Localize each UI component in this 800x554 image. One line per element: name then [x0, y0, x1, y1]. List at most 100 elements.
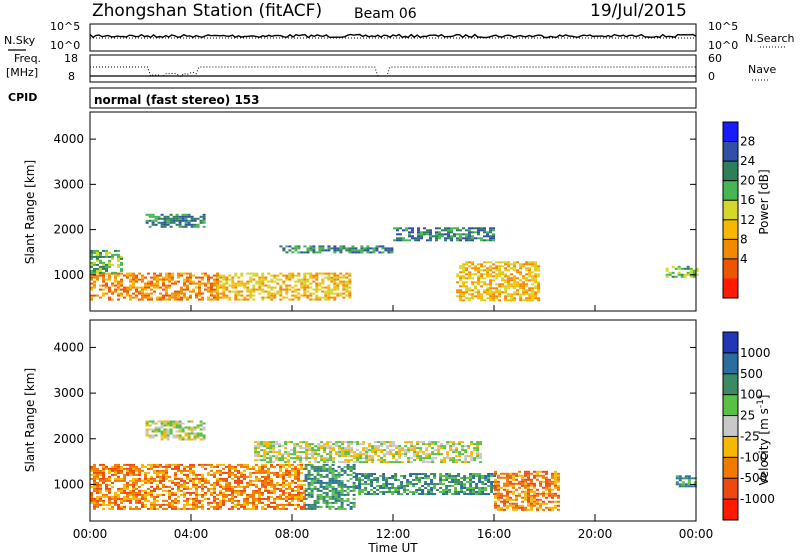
heatmap-cell — [425, 453, 429, 456]
heatmap-cell — [343, 493, 347, 496]
heatmap-cell — [278, 453, 282, 456]
heatmap-cell — [313, 467, 317, 470]
heatmap-cell — [120, 263, 123, 266]
heatmap-cell — [144, 491, 147, 494]
heatmap-cell — [114, 288, 117, 291]
heatmap-cell — [336, 249, 340, 252]
heatmap-cell — [163, 428, 167, 431]
heatmap-cell — [219, 274, 223, 277]
heatmap-cell — [210, 465, 213, 468]
heatmap-cell — [171, 505, 174, 508]
heatmap-cell — [138, 292, 141, 295]
heatmap-cell — [678, 479, 682, 482]
heatmap-cell — [261, 276, 265, 279]
heatmap-cell — [249, 483, 252, 486]
heatmap-cell — [530, 498, 533, 501]
heatmap-cell — [102, 495, 105, 498]
heatmap-cell — [195, 477, 198, 480]
heatmap-cell — [312, 249, 316, 252]
heatmap-cell — [96, 495, 99, 498]
heatmap-cell — [270, 463, 273, 466]
heatmap-cell — [255, 469, 258, 472]
heatmap-cell — [533, 492, 536, 495]
heatmap-cell — [527, 486, 530, 489]
heatmap-cell — [231, 485, 234, 488]
heatmap-cell — [299, 445, 303, 448]
heatmap-cell — [503, 504, 506, 507]
heatmap-cell — [195, 483, 198, 486]
heatmap-cell — [446, 453, 450, 456]
heatmap-cell — [410, 449, 414, 452]
heatmap-cell — [475, 491, 479, 493]
heatmap-cell — [199, 438, 203, 441]
heatmap-cell — [252, 278, 256, 281]
heatmap-cell — [332, 449, 336, 452]
heatmap-cell — [312, 245, 316, 248]
heatmap-cell — [186, 503, 189, 506]
heatmap-cell — [90, 473, 93, 476]
heatmap-cell — [151, 420, 155, 423]
heatmap-cell — [492, 267, 496, 270]
heatmap-cell — [695, 269, 699, 272]
heatmap-cell — [548, 506, 551, 509]
heatmap-cell — [132, 282, 135, 285]
heatmap-cell — [340, 505, 344, 508]
heatmap-cell — [129, 479, 132, 482]
heatmap-cell — [93, 469, 96, 472]
heatmap-cell — [246, 499, 249, 502]
heatmap-cell — [186, 469, 189, 472]
heatmap-cell — [219, 501, 222, 504]
heatmap-cell — [291, 272, 295, 275]
heatmap-cell — [515, 478, 518, 481]
heatmap-cell — [390, 249, 394, 252]
heatmap-cell — [413, 453, 417, 456]
heatmap-cell — [350, 441, 354, 444]
heatmap-cell — [216, 280, 220, 283]
heatmap-cell — [183, 495, 186, 498]
heatmap-cell — [135, 274, 138, 277]
heatmap-cell — [695, 267, 699, 270]
heatmap-cell — [108, 483, 111, 486]
heatmap-cell — [291, 294, 295, 297]
heatmap-cell — [323, 447, 327, 450]
heatmap-cell — [294, 503, 297, 506]
heatmap-cell — [306, 286, 310, 289]
heatmap-cell — [163, 225, 167, 228]
heatmap-cell — [366, 247, 370, 250]
heatmap-cell — [341, 453, 345, 456]
heatmap-cell — [288, 481, 291, 484]
heatmap-cell — [114, 491, 117, 494]
heatmap-cell — [273, 499, 276, 502]
heatmap-cell — [313, 501, 317, 504]
heatmap-cell — [192, 505, 195, 508]
heatmap-cell — [675, 477, 679, 480]
heatmap-cell — [165, 284, 168, 287]
heatmap-cell — [348, 296, 352, 299]
heatmap-cell — [456, 281, 460, 284]
heatmap-cell — [288, 483, 291, 486]
heatmap-cell — [312, 288, 316, 291]
heatmap-cell — [486, 269, 490, 272]
heatmap-cell — [537, 287, 541, 290]
heatmap-cell — [383, 443, 387, 446]
heatmap-cell — [519, 265, 523, 268]
heatmap-cell — [157, 428, 161, 431]
heatmap-cell — [210, 491, 213, 494]
heatmap-cell — [99, 269, 102, 272]
heatmap-cell — [198, 284, 201, 287]
heatmap-cell — [468, 237, 471, 240]
heatmap-cell — [394, 489, 398, 491]
heatmap-cell — [90, 499, 93, 502]
heatmap-cell — [415, 489, 419, 491]
heatmap-cell — [275, 457, 279, 460]
heatmap-cell — [272, 443, 276, 446]
heatmap-cell — [147, 282, 150, 285]
heatmap-cell — [429, 229, 432, 232]
heatmap-cell — [261, 479, 264, 482]
heatmap-cell — [207, 282, 210, 285]
heatmap-cell — [154, 215, 158, 218]
heatmap-cell — [531, 279, 535, 282]
heatmap-cell — [267, 473, 270, 476]
heatmap-cell — [394, 491, 398, 493]
heatmap-cell — [327, 245, 331, 248]
